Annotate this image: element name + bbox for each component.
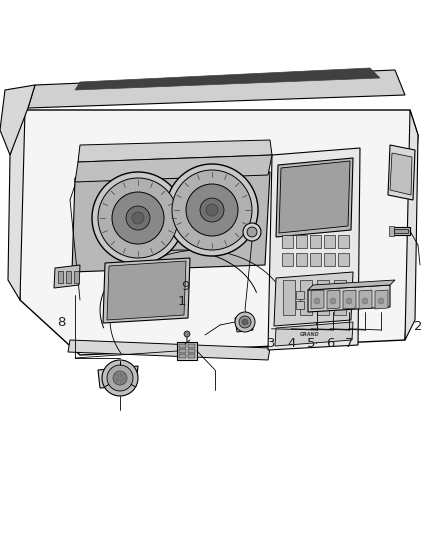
Text: 3: 3 (267, 337, 276, 350)
Polygon shape (388, 145, 415, 200)
Polygon shape (103, 258, 190, 323)
Bar (324, 235, 335, 248)
Text: 5: 5 (307, 337, 315, 350)
Bar (188, 344, 195, 348)
Circle shape (239, 316, 251, 328)
Bar (66, 271, 71, 283)
Circle shape (243, 223, 261, 241)
Polygon shape (343, 290, 356, 309)
Polygon shape (98, 366, 138, 388)
Bar (179, 354, 186, 358)
Polygon shape (276, 158, 353, 237)
Bar (283, 280, 295, 315)
Polygon shape (78, 140, 272, 162)
Bar (338, 253, 349, 266)
Polygon shape (15, 110, 418, 355)
Polygon shape (375, 290, 388, 309)
Text: 1: 1 (177, 295, 186, 308)
Circle shape (186, 184, 238, 236)
Circle shape (362, 298, 368, 304)
Circle shape (113, 371, 127, 385)
Polygon shape (327, 290, 340, 309)
Circle shape (247, 227, 257, 237)
Circle shape (102, 360, 138, 396)
Bar (282, 253, 293, 266)
Polygon shape (274, 272, 353, 326)
Polygon shape (54, 265, 80, 288)
Circle shape (98, 178, 178, 258)
Bar (296, 253, 307, 266)
Text: 6: 6 (325, 337, 334, 350)
Circle shape (206, 204, 218, 216)
Bar (296, 235, 307, 248)
Circle shape (314, 298, 320, 304)
Polygon shape (28, 70, 405, 108)
Polygon shape (359, 290, 372, 309)
Bar (282, 235, 293, 248)
Bar (58, 271, 63, 283)
Text: 9: 9 (180, 280, 189, 293)
Bar (338, 235, 349, 248)
Circle shape (172, 170, 252, 250)
Circle shape (242, 319, 248, 325)
Circle shape (235, 312, 255, 332)
Circle shape (330, 298, 336, 304)
Bar (310, 253, 321, 266)
Bar (334, 280, 346, 315)
Bar (296, 301, 304, 309)
Circle shape (200, 198, 224, 222)
Polygon shape (107, 261, 186, 320)
Bar (179, 349, 186, 353)
Text: 2: 2 (414, 320, 423, 333)
Bar (74, 271, 79, 283)
Polygon shape (0, 85, 35, 155)
Polygon shape (308, 285, 390, 312)
Bar (188, 354, 195, 358)
Polygon shape (394, 229, 408, 233)
Polygon shape (311, 290, 324, 309)
Polygon shape (308, 280, 395, 290)
Text: 7: 7 (344, 337, 353, 350)
Circle shape (346, 298, 352, 304)
Polygon shape (75, 68, 380, 90)
Polygon shape (177, 342, 197, 360)
Polygon shape (75, 155, 272, 182)
Bar (317, 280, 329, 315)
Polygon shape (268, 148, 360, 350)
Polygon shape (279, 161, 350, 233)
Text: 8: 8 (57, 317, 66, 329)
Polygon shape (235, 316, 253, 332)
Polygon shape (275, 322, 353, 346)
Polygon shape (72, 172, 270, 272)
Bar (310, 235, 321, 248)
Polygon shape (405, 110, 418, 340)
Polygon shape (389, 226, 394, 236)
Circle shape (92, 172, 184, 264)
Circle shape (126, 206, 150, 230)
Polygon shape (68, 340, 270, 360)
Circle shape (378, 298, 384, 304)
Polygon shape (390, 153, 412, 195)
Circle shape (112, 192, 164, 244)
Polygon shape (8, 110, 25, 300)
Polygon shape (392, 227, 410, 235)
Bar (188, 349, 195, 353)
Bar (296, 291, 304, 299)
Bar (300, 280, 312, 315)
Text: GRAND: GRAND (300, 332, 320, 336)
Circle shape (184, 331, 190, 337)
Circle shape (107, 365, 133, 391)
Circle shape (132, 212, 144, 224)
Bar (179, 344, 186, 348)
Circle shape (166, 164, 258, 256)
Text: 4: 4 (287, 337, 296, 350)
Bar (324, 253, 335, 266)
